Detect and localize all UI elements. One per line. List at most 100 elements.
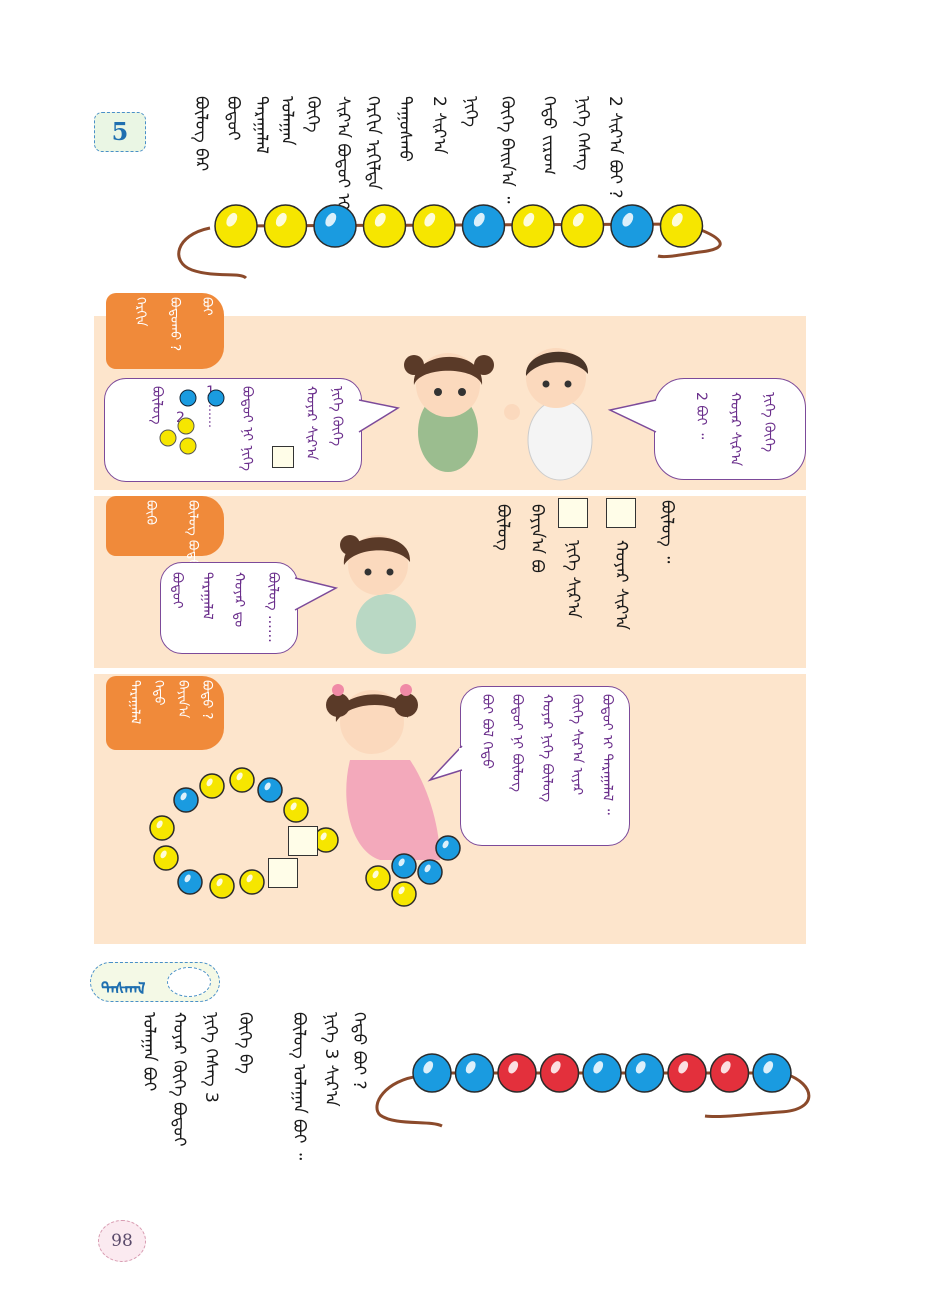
top-bead-blue-highlight xyxy=(622,212,634,227)
circle-bead-yellow-highlight xyxy=(216,878,223,887)
exercise-text-col-4: ᠬᠥᠬᠡ ᠪᠠ xyxy=(235,1012,255,1074)
bottom-bead-blue xyxy=(624,1053,665,1093)
section1-tab-line-1: ᠬᠡᠷᠬᠢᠨ xyxy=(133,297,148,327)
section2-tab xyxy=(106,496,224,556)
top-bead-yellow-highlight xyxy=(275,212,287,227)
circle-bead-blue-highlight xyxy=(180,792,187,801)
section1-tab xyxy=(106,293,224,369)
section3-tab-line-2: ᠪᠠᠶᠢᠨ᠎ᠠ xyxy=(175,680,190,719)
circle-bead-yellow-highlight xyxy=(290,802,297,811)
section1-left-line-2: ᠬᠣᠶᠠᠷ ᠰᠢᠷ᠎ᠠ xyxy=(303,386,319,461)
section3-bubble-line-1: ᠪᠣᠳᠣᠶ ᠢ ᠳᠠᠷᠠᠭᠠᠯᠠᠯ ᠃ xyxy=(599,694,615,815)
section1-left-line-4: ᠪᠦᠯᠦᠭ xyxy=(149,386,165,425)
section1-seq-2: 2 xyxy=(176,410,185,426)
section1-tab-line-2: ᠪᠣᠳᠣᠬᠤ ? xyxy=(167,297,182,352)
section1-right-line-1: ᠨᠢᠭᠡ ᠬᠥᠬᠡ xyxy=(761,392,777,453)
section3-bubble-line-4: ᠪᠣᠳᠣᠶ ᠨᠢ ᠪᠦᠯᠦᠭ xyxy=(509,694,525,792)
pile-bead-blue xyxy=(435,835,461,861)
pile-bead-yellow xyxy=(365,865,391,891)
top-bead-blue xyxy=(610,204,654,248)
section1-answer-box[interactable] xyxy=(272,446,294,468)
pile-bead-blue-highlight xyxy=(424,864,431,873)
section2-bubble-line-4: ᠪᠦᠯᠦᠭ …… xyxy=(265,572,281,643)
section2-answer-box-2[interactable] xyxy=(558,498,588,528)
section2-answer-box-1[interactable] xyxy=(606,498,636,528)
bottom-bead-blue xyxy=(752,1053,792,1093)
bottom-bead-red xyxy=(497,1053,537,1093)
problem-text-col-8: ᠳᠠᠭᠤᠰᠬᠤ xyxy=(395,96,415,162)
section1-right-bubble xyxy=(654,378,806,480)
section1-tab-line-3: ᠪᠤᠢ xyxy=(199,297,214,316)
top-bead-yellow-highlight xyxy=(523,212,535,227)
section1-left-line-3: ᠪᠣᠳᠣᠶ ᠨᠢ ᠨᠢᠭᠡ xyxy=(239,386,255,472)
section2-text-col-4: ᠪᠠᠶᠢᠨ᠎ᠠ ᠪᠣ xyxy=(527,504,547,573)
circle-bead-yellow-highlight xyxy=(160,850,167,859)
bottom-bead-blue-highlight xyxy=(763,1061,774,1074)
top-bead-yellow xyxy=(659,204,704,248)
bottom-bead-blue xyxy=(582,1053,622,1093)
top-bead-blue xyxy=(461,204,506,248)
section2-text-col-2: ᠬᠣᠶᠠᠷ ᠰᠢᠷ᠎ᠠ xyxy=(611,540,631,631)
bottom-bead-red-highlight xyxy=(550,1061,561,1074)
problem-text-col-10: ᠨᠢᠭᠡ xyxy=(461,96,481,128)
top-bead-yellow xyxy=(511,204,555,248)
problem-text-col-9: 2 ᠰᠢᠷ᠎ᠠ xyxy=(429,96,449,155)
circle-bead-yellow xyxy=(283,797,309,823)
bottom-bead-red xyxy=(709,1053,750,1093)
section3-bubble xyxy=(460,686,630,846)
section3-answer-box-1[interactable] xyxy=(288,826,318,856)
section2-bubble-line-3: ᠬᠣᠶᠠᠷ ᠳᠤ xyxy=(231,572,247,628)
circle-bead-yellow xyxy=(239,869,265,895)
circle-bead-blue-highlight xyxy=(184,874,191,883)
section3-bubble-line-2: ᠬᠥᠬᠡ ᠰᠢᠷ᠎ᠠ ᠢᠶᠡᠷ xyxy=(569,694,585,796)
top-bead-yellow-highlight xyxy=(424,212,436,227)
exercise-text-col-2: ᠨᠢᠭᠡ 3 ᠰᠢᠷ᠎ᠠ xyxy=(321,1012,341,1107)
exercise-text-col-7: ᠤᠯᠠᠭᠠᠨ ᠪᠤᠢ xyxy=(139,1012,159,1092)
circle-bead-yellow xyxy=(209,873,235,899)
circle-bead-blue xyxy=(173,787,199,813)
section2-tab-line-2: ᠪᠦᠬᠦ xyxy=(143,500,158,526)
exercise-text-col-6: ᠬᠣᠶᠠᠷ ᠬᠥᠬᠡ ᠪᠣᠳᠣᠶ xyxy=(169,1012,189,1147)
problem-text-col-2: ᠪᠣᠳᠣᠶ xyxy=(223,96,243,141)
section3-answer-box-2[interactable] xyxy=(268,858,298,888)
bottom-bead-blue-highlight xyxy=(593,1061,604,1074)
problem-text-col-5: ᠬᠥᠬᠡ xyxy=(303,96,323,133)
bottom-bead-blue-highlight xyxy=(423,1061,434,1074)
circle-bead-blue xyxy=(257,777,283,803)
exercise-text-col-1: ᠬᠡᠳᠦ ᠪᠤᠢ ? xyxy=(349,1012,369,1090)
section3-tab-line-4: ᠳᠠᠷᠠᠭᠠᠯᠠᠯ xyxy=(127,680,142,725)
top-bead-yellow-highlight xyxy=(374,212,386,227)
bottom-bead-red xyxy=(667,1053,707,1093)
section1-left-line-1: ᠨᠢᠭᠡ ᠬᠥᠬᠡ xyxy=(329,386,345,447)
bottom-bead-red-highlight xyxy=(508,1061,519,1074)
circle-bead-yellow xyxy=(229,767,255,793)
top-bead-yellow-highlight xyxy=(671,212,683,227)
section2-text-col-3: ᠨᠢᠭᠡ ᠰᠢᠷ᠎ᠠ xyxy=(563,540,583,619)
problem-text-col-7: ᠬᠡᠷᠬᠢᠨ ᠡᠷᠭᠢᠯᠳᠡ xyxy=(363,96,383,190)
section3-tab-line-3: ᠬᠡᠳᠦ xyxy=(151,680,166,706)
problem-number: 5 xyxy=(111,117,129,146)
circle-bead-yellow xyxy=(153,845,179,871)
bottom-bead-red-highlight xyxy=(678,1061,689,1074)
circle-bead-yellow xyxy=(199,773,225,799)
bottom-bead-blue xyxy=(454,1053,495,1093)
page-number-badge: 98 xyxy=(98,1220,146,1262)
top-bead-yellow xyxy=(362,204,407,248)
section2-text-col-5: ᠪᠦᠯᠦᠭ xyxy=(493,504,513,551)
circle-bead-blue xyxy=(177,869,203,895)
exercise-text-col-5: ᠨᠢᠭᠡ ᠬᠡᠰᠡᠭ 3 xyxy=(201,1012,221,1103)
top-bead-blue-highlight xyxy=(325,212,337,227)
bottom-bead-blue-highlight xyxy=(635,1061,646,1074)
section1-seq-dots: …… xyxy=(206,404,220,428)
circle-bead-yellow-highlight xyxy=(206,778,213,787)
exercise-label-badge: ᠳᠠᠰᠬᠠᠯ xyxy=(90,962,220,1002)
top-bead-yellow xyxy=(214,204,258,248)
circle-bead-blue-highlight xyxy=(264,782,271,791)
